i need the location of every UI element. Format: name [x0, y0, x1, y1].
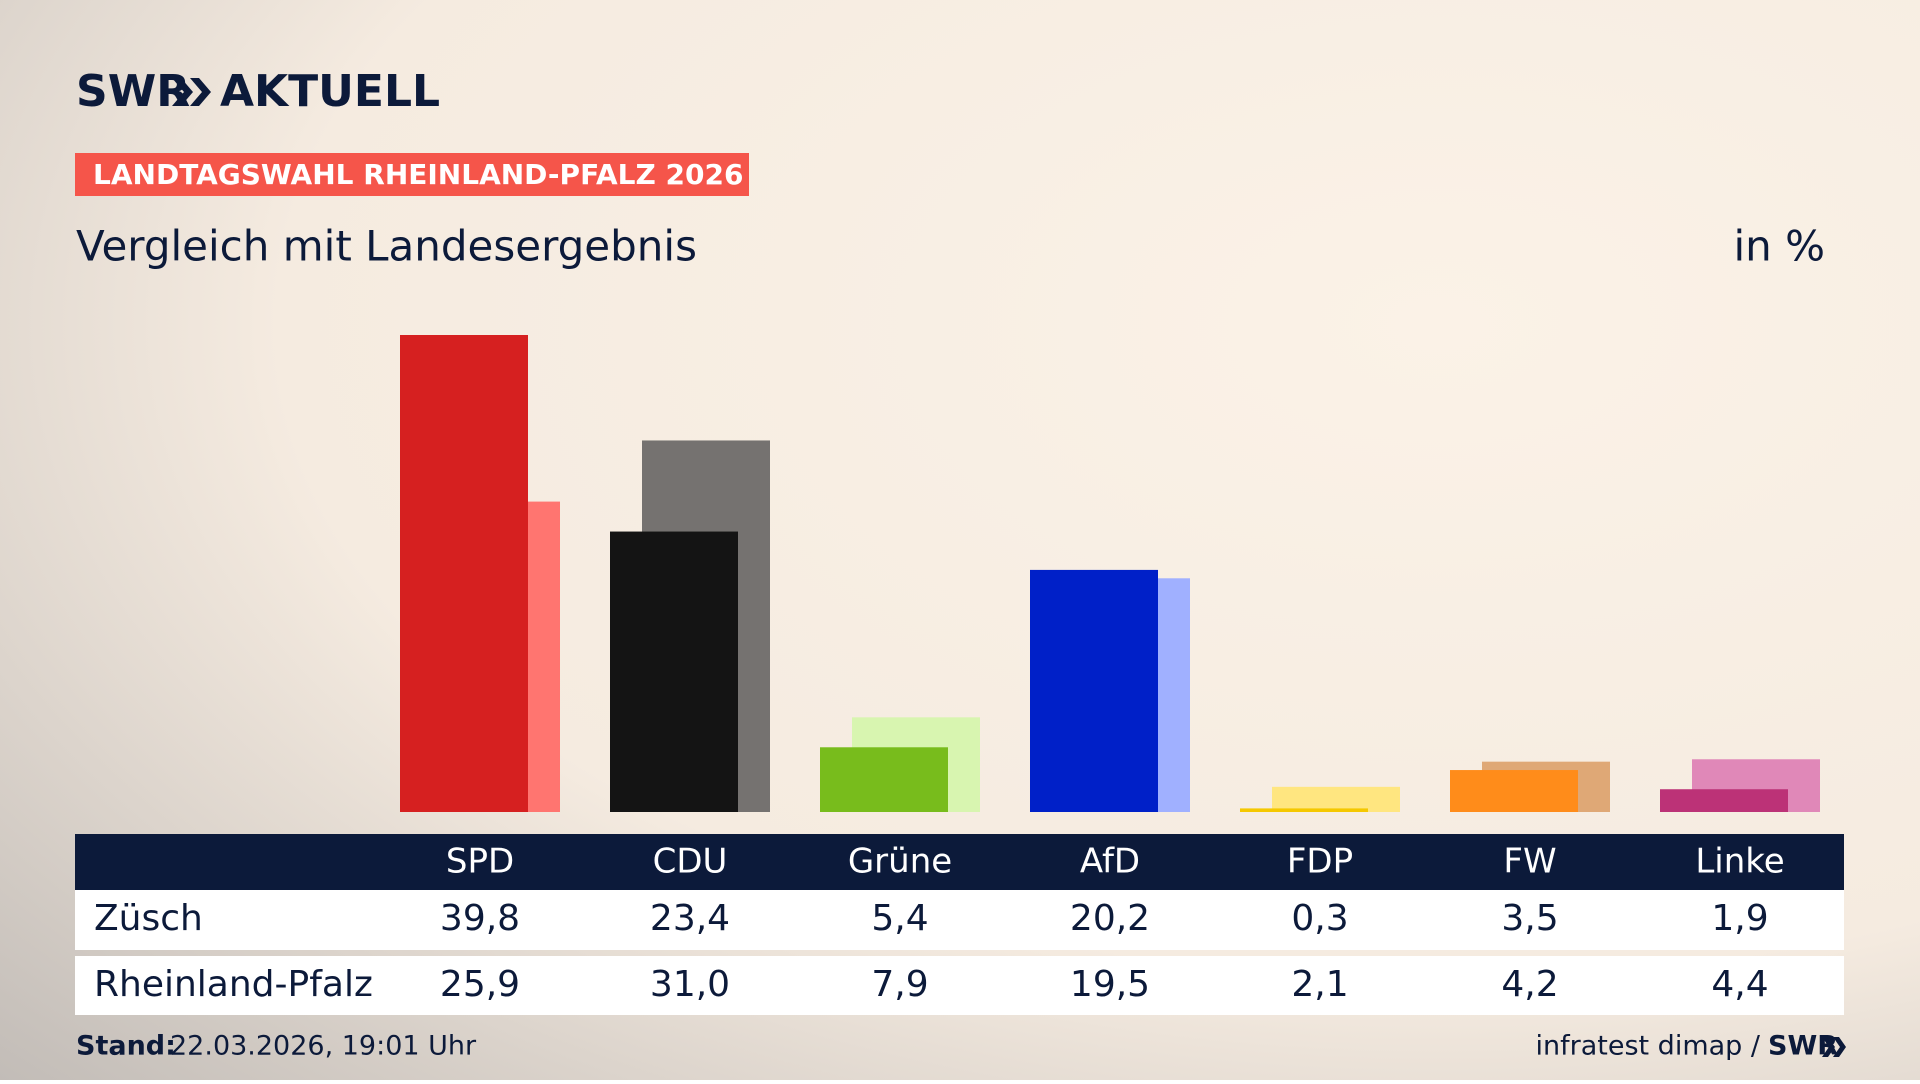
banner-text: LANDTAGSWAHL RHEINLAND-PFALZ 2026: [93, 158, 743, 191]
table-row: [75, 890, 1844, 950]
row-label: Züsch: [94, 898, 203, 939]
column-header: FDP: [1287, 842, 1353, 882]
table-row: [75, 956, 1844, 1015]
value-label: 0,3: [1291, 898, 1348, 939]
banner: [75, 153, 749, 196]
value-label: 5,4: [871, 898, 928, 939]
bar: [610, 531, 738, 812]
column-header: CDU: [653, 842, 728, 882]
value-label: 4,4: [1711, 964, 1768, 1005]
value-label: 25,9: [440, 964, 520, 1005]
table-header: [75, 834, 1844, 890]
source-chevrons: [1822, 1037, 1846, 1057]
bar: [820, 747, 948, 812]
column-header: Grüne: [848, 842, 952, 882]
value-label: 20,2: [1070, 898, 1150, 939]
value-label: 31,0: [650, 964, 730, 1005]
unit: in %: [1733, 222, 1825, 271]
stand: 22.03.2026, 19:01 Uhr: [170, 1031, 477, 1062]
logo-right: AKTUELL: [220, 66, 440, 117]
source: infratest dimap /: [1535, 1031, 1760, 1062]
bar: [400, 335, 528, 812]
column-header: SPD: [446, 842, 514, 882]
value-label: 19,5: [1070, 964, 1150, 1005]
value-label: 1,9: [1711, 898, 1768, 939]
value-label: 39,8: [440, 898, 520, 939]
value-label: 7,9: [871, 964, 928, 1005]
bar: [1660, 789, 1788, 812]
value-label: 3,5: [1501, 898, 1558, 939]
logo-left: SWR: [76, 66, 190, 117]
bar: [1272, 786, 1400, 812]
column-header: AfD: [1080, 842, 1140, 882]
bar: [1240, 808, 1368, 812]
chart-title: Vergleich mit Landesergebnis: [76, 222, 697, 271]
value-label: 2,1: [1291, 964, 1348, 1005]
bar: [1450, 770, 1578, 812]
value-label: 4,2: [1501, 964, 1558, 1005]
stand-label: Stand:: [76, 1031, 176, 1062]
value-label: 23,4: [650, 898, 730, 939]
column-header: Linke: [1695, 842, 1784, 882]
row-label: Rheinland-Pfalz: [94, 964, 373, 1005]
bar: [1030, 569, 1158, 812]
column-header: FW: [1503, 842, 1556, 882]
logo-chevrons: [172, 78, 211, 106]
